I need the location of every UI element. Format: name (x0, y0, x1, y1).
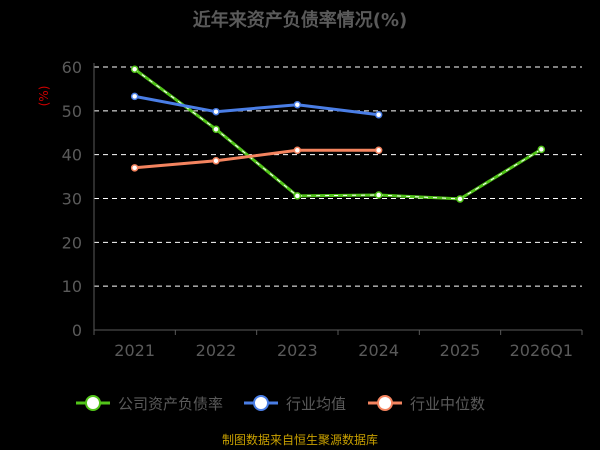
x-tick-labels: 2021 2022 2023 2024 2025 2026Q1 (114, 341, 573, 360)
y-tick-labels: 0 10 20 30 40 50 60 (62, 58, 82, 340)
legend: 公司资产负债率 行业均值 行业中位数 (76, 395, 485, 413)
y-tick-label: 60 (62, 58, 82, 77)
legend-swatch-marker (253, 395, 269, 411)
y-tick-label: 30 (62, 190, 82, 209)
data-point (293, 192, 302, 200)
data-point (212, 157, 220, 165)
legend-label: 行业均值 (286, 395, 346, 413)
series-line (134, 148, 379, 170)
y-tick-label: 0 (72, 321, 82, 340)
legend-item[interactable]: 行业中位数 (368, 395, 485, 413)
legend-label: 行业中位数 (410, 395, 485, 413)
data-point (293, 146, 302, 155)
series-line (134, 94, 379, 117)
y-tick-label: 50 (62, 102, 82, 121)
data-point (537, 145, 546, 154)
series-line (133, 67, 543, 201)
legend-item[interactable]: 公司资产负债率 (76, 395, 223, 413)
x-tick-label: 2022 (196, 341, 237, 360)
data-point (130, 92, 139, 101)
x-tick-label: 2023 (277, 341, 318, 360)
data-point (374, 111, 383, 119)
source-note: 制图数据来自恒生聚源数据库 (222, 432, 378, 447)
y-tick-label: 40 (62, 146, 82, 165)
data-point (212, 125, 220, 133)
legend-label: 公司资产负债率 (118, 395, 223, 413)
series-line-dash-overlay (134, 68, 542, 200)
data-point (374, 146, 383, 155)
x-tick-label: 2021 (114, 341, 155, 360)
x-tick-label: 2026Q1 (510, 341, 574, 360)
data-point (374, 191, 383, 199)
data-point (130, 164, 139, 172)
data-point (293, 100, 302, 109)
data-point (456, 195, 464, 203)
x-tick-label: 2025 (440, 341, 481, 360)
series-group (130, 65, 546, 203)
x-tick-label: 2024 (358, 341, 399, 360)
y-unit-label: (%) (37, 86, 51, 107)
grid (94, 66, 582, 287)
axes (93, 63, 583, 335)
legend-swatch-marker (85, 395, 101, 411)
data-point (130, 65, 139, 73)
data-point (212, 107, 220, 116)
legend-item[interactable]: 行业均值 (244, 395, 346, 413)
legend-swatch-marker (377, 395, 393, 411)
y-tick-label: 10 (62, 277, 82, 296)
chart-title: 近年来资产负债率情况(%) (193, 9, 408, 31)
y-tick-label: 20 (62, 233, 82, 252)
